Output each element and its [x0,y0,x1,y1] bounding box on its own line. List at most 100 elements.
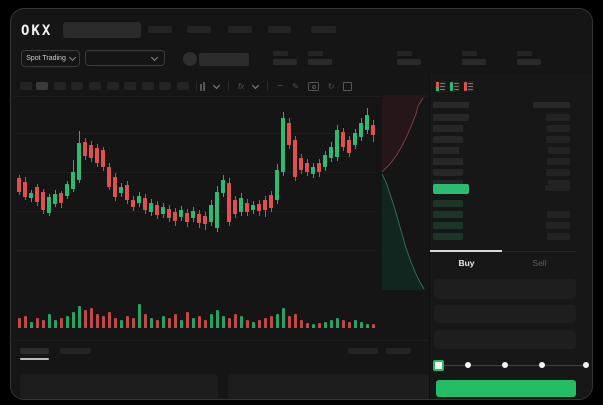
volume-bar [329,320,333,328]
chart-footer-tab[interactable] [60,348,91,354]
volume-bar [35,318,39,328]
volume-bar [287,316,291,328]
nav-item[interactable] [187,26,211,33]
candle-body [233,200,237,214]
slider-stop[interactable] [464,362,471,368]
last-price-highlight [433,184,469,194]
panel-divider [429,74,430,399]
candle-body [17,178,21,192]
pair-dropdown[interactable] [85,50,165,66]
nav-item[interactable] [311,26,336,33]
volume-bar [155,320,159,328]
line-type-icon[interactable]: ~ [277,80,284,92]
buy-sell-tabs: Buy Sell [430,251,576,273]
bid-row[interactable] [430,210,576,219]
candle-body [161,207,165,214]
candle-body [35,187,39,202]
candle-body [59,193,63,203]
ask-row[interactable] [430,146,576,155]
orderbook-header-amount [533,102,570,108]
draw-icon[interactable]: ✎ [292,81,299,91]
timeframe-button[interactable] [177,82,189,90]
candle-body [371,125,375,135]
timeframe-button[interactable] [36,82,48,90]
market-type-dropdown[interactable]: Spot Trading [21,50,80,67]
ask-amount-bar [547,158,570,165]
slider-stop[interactable] [433,360,444,371]
camera-icon[interactable] [307,81,319,91]
app-window: OKX Spot Trading fx ~ ✎ [10,8,593,400]
candle-body [65,184,69,196]
volume-bar [293,314,297,328]
ask-price-bar [433,136,463,143]
ask-row[interactable] [430,157,576,166]
bottom-panel-right [228,374,430,399]
timeframe-button[interactable] [107,82,119,90]
candle-style-icon[interactable] [200,81,205,91]
slider-stop[interactable] [501,362,508,368]
buy-button[interactable] [436,380,576,397]
bid-row[interactable] [430,221,576,230]
indicators-icon[interactable]: fx [238,81,245,91]
candle-body [71,172,75,189]
depth-chart [381,95,427,290]
ask-row[interactable] [430,168,576,177]
volume-bar [245,320,249,328]
bid-amount-bar [547,211,570,218]
total-input[interactable] [434,330,576,349]
candle-body [125,185,129,200]
bid-row[interactable] [430,199,576,208]
price-input[interactable] [434,279,576,299]
volume-bar [179,320,183,328]
tab-sell[interactable]: Sell [532,258,547,268]
tab-buy[interactable]: Buy [458,258,475,268]
bid-price-bar [433,211,463,218]
ask-row[interactable] [430,113,576,122]
nav-item[interactable] [268,26,291,33]
volume-bar [95,314,99,328]
ask-row[interactable] [430,135,576,144]
timeframe-button[interactable] [124,82,136,90]
volume-bar [359,322,363,328]
candlestick-chart [11,9,430,340]
market-type-label: Spot Trading [26,55,66,62]
volume-bar [167,318,171,328]
timeframe-button[interactable] [71,82,83,90]
timeframe-button[interactable] [89,82,101,90]
volume-bar [263,318,267,328]
gridline [14,172,378,173]
book-asks-icon[interactable] [463,81,474,92]
slider-stop[interactable] [538,362,545,368]
candle-body [353,133,357,145]
amount-input[interactable] [434,305,576,323]
volume-bar [119,320,123,328]
timeframe-button[interactable] [20,82,32,90]
volume-bar [191,318,195,328]
bid-row[interactable] [430,232,576,241]
volume-bar [53,320,57,328]
candle-body [155,205,159,215]
slider-stop[interactable] [583,362,589,368]
search-box[interactable] [63,22,141,38]
chart-footer-tab[interactable] [20,348,49,354]
nav-item[interactable] [148,26,172,33]
volume-bar [197,316,201,328]
stat-label-bar [308,51,323,56]
book-combined-icon[interactable] [435,81,446,92]
footer-control-placeholder[interactable] [348,348,378,354]
fullscreen-icon[interactable] [343,81,353,91]
ask-row[interactable] [430,124,576,133]
footer-control-placeholder[interactable] [386,348,411,354]
volume-bar [23,316,27,328]
ask-amount-bar [548,180,570,187]
timeframe-button[interactable] [142,82,154,90]
book-bids-icon[interactable] [449,81,460,92]
timeframe-button[interactable] [159,82,171,90]
nav-item[interactable] [228,26,252,33]
timeframe-button[interactable] [54,82,66,90]
ask-price-bar [433,147,459,154]
ask-row[interactable] [430,179,576,188]
footer-separator [14,340,428,341]
refresh-icon[interactable]: ↻ [327,81,335,91]
amount-slider-track[interactable] [438,365,586,366]
